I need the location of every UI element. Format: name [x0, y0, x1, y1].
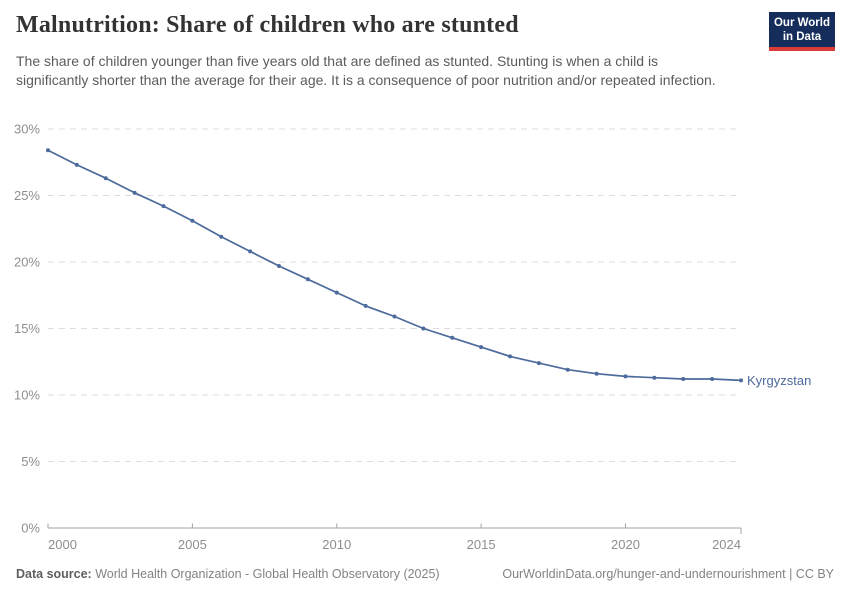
x-tick-label-2020: 2020 [611, 537, 640, 552]
data-point-2014[interactable] [450, 335, 455, 340]
data-point-2013[interactable] [421, 326, 426, 331]
data-point-2022[interactable] [681, 377, 686, 382]
data-point-2007[interactable] [248, 249, 253, 254]
owid-logo[interactable]: Our World in Data [769, 12, 835, 51]
x-tick-label-2015: 2015 [467, 537, 496, 552]
x-tick-label-2000: 2000 [48, 537, 77, 552]
page-title: Malnutrition: Share of children who are … [16, 12, 519, 38]
chart-footer: Data source: World Health Organization -… [16, 567, 834, 581]
data-source-note: Data source: World Health Organization -… [16, 567, 440, 581]
data-point-2005[interactable] [190, 218, 195, 223]
owid-logo-text: Our World in Data [769, 12, 835, 47]
x-tick-label-2024: 2024 [712, 537, 741, 552]
data-point-2011[interactable] [363, 303, 368, 308]
data-point-2009[interactable] [305, 277, 310, 282]
x-tick-label-2005: 2005 [178, 537, 207, 552]
data-point-2000[interactable] [46, 148, 50, 153]
data-source-label: Data source: [16, 567, 92, 581]
y-tick-label-15: 15% [14, 321, 40, 336]
footer-link[interactable]: OurWorldinData.org/hunger-and-undernouri… [502, 567, 834, 581]
data-point-2004[interactable] [161, 204, 166, 209]
data-point-2020[interactable] [623, 374, 628, 379]
owid-logo-accent-bar [769, 47, 835, 51]
data-point-2016[interactable] [508, 354, 512, 359]
data-point-2001[interactable] [74, 162, 79, 167]
data-point-2015[interactable] [479, 345, 484, 350]
data-point-2003[interactable] [132, 190, 137, 195]
data-point-2002[interactable] [103, 176, 108, 181]
data-point-2023[interactable] [710, 377, 715, 382]
data-point-2021[interactable] [652, 375, 657, 380]
y-tick-label-30: 30% [14, 122, 40, 137]
data-point-2017[interactable] [536, 361, 541, 366]
data-point-2019[interactable] [594, 371, 599, 376]
series-label-kyrgyzstan[interactable]: Kyrgyzstan [747, 373, 811, 388]
data-point-2024[interactable] [739, 378, 743, 383]
data-source-text: World Health Organization - Global Healt… [91, 567, 440, 581]
data-point-2018[interactable] [565, 367, 570, 372]
data-point-2008[interactable] [277, 263, 281, 268]
y-tick-label-10: 10% [14, 388, 40, 403]
y-tick-label-0: 0% [21, 521, 40, 536]
data-point-2006[interactable] [219, 234, 224, 239]
y-tick-label-25: 25% [14, 188, 40, 203]
x-tick-label-2010: 2010 [322, 537, 351, 552]
series-line-kyrgyzstan[interactable] [47, 149, 742, 382]
y-tick-label-5: 5% [21, 454, 40, 469]
data-point-2012[interactable] [392, 314, 397, 319]
data-point-2010[interactable] [334, 290, 339, 295]
y-tick-label-20: 20% [14, 255, 40, 270]
chart-subtitle: The share of children younger than five … [16, 53, 716, 89]
